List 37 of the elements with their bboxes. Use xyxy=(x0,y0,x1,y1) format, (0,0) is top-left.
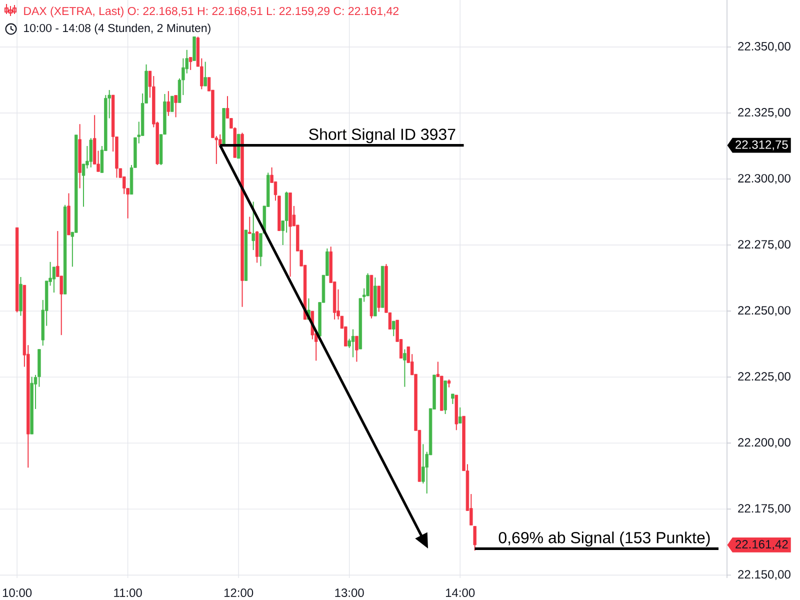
candlestick xyxy=(52,266,56,294)
candlestick xyxy=(174,94,178,118)
candlestick xyxy=(166,90,170,116)
candlestick xyxy=(355,336,358,362)
y-tick-label: 22.150,00 xyxy=(738,570,790,580)
x-tick-label: 10:00 xyxy=(2,588,32,598)
y-tick-label: 22.325,00 xyxy=(738,108,790,118)
y-tick-label: 22.300,00 xyxy=(738,174,790,184)
candlestick xyxy=(377,285,380,312)
x-tick-label: 11:00 xyxy=(114,588,142,598)
candlestick xyxy=(403,348,406,388)
candlestick xyxy=(392,320,396,337)
text: 10:00 - 14:08 (4 Stunden, 2 Minuten) xyxy=(24,24,210,34)
annotation: 0,69% ab Signal (153 Punkte) xyxy=(498,532,710,546)
x-tick-label: 14:00 xyxy=(446,588,475,598)
text: 22.312,75 xyxy=(736,140,788,150)
y-tick-label: 22.175,00 xyxy=(738,504,790,514)
text: DAX (XETRA, Last) O: 22.168,51 H: 22.168,51 L: 22.159,29 C: 22.161,42 xyxy=(24,6,398,18)
candlestick xyxy=(204,61,207,87)
text: 22.161,42 xyxy=(736,540,788,550)
candlestick xyxy=(252,201,255,251)
y-tick-label: 22.275,00 xyxy=(738,240,790,250)
candlestick xyxy=(170,96,174,112)
candlestick xyxy=(351,328,355,358)
x-tick-label: 12:00 xyxy=(224,588,254,598)
candlestick xyxy=(89,138,92,168)
annotation: Short Signal ID 3937 xyxy=(309,128,456,144)
candlestick xyxy=(458,406,462,424)
y-tick-label: 22.350,00 xyxy=(738,42,790,52)
candlestick xyxy=(473,526,476,552)
candlestick xyxy=(451,393,454,404)
x-tick-label: 13:00 xyxy=(335,588,364,598)
y-tick-label: 22.200,00 xyxy=(738,438,790,448)
candlestick xyxy=(248,216,252,234)
y-tick-label: 22.225,00 xyxy=(738,372,790,382)
candlestick xyxy=(188,56,192,70)
y-tick-label: 22.250,00 xyxy=(738,306,790,316)
